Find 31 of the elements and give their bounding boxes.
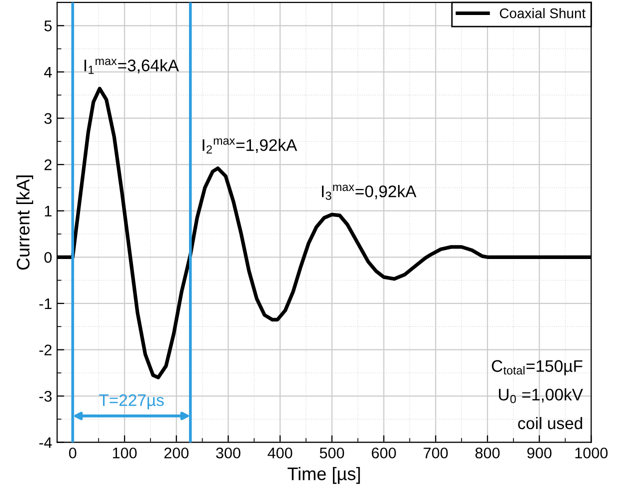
y-tick-label: -3 xyxy=(39,390,52,402)
y-tick-label: -1 xyxy=(39,298,52,309)
y-tick-label: 2 xyxy=(44,159,52,170)
y-tick-label: 5 xyxy=(44,20,52,32)
x-tick-label: 1000 xyxy=(575,448,608,458)
x-tick-label: 900 xyxy=(527,448,552,458)
y-tick-label: -2 xyxy=(39,344,52,356)
legend-label: Coaxial Shunt xyxy=(500,8,586,18)
x-tick-label: 400 xyxy=(268,448,292,458)
annotation: U$_{0}$ =1,00kV xyxy=(498,388,583,404)
annotation: I$_{2}$$^{max}$=1,92kA xyxy=(202,138,298,154)
x-tick-label: 100 xyxy=(112,448,137,458)
x-tick-label: 300 xyxy=(216,448,240,458)
x-axis-title: Time [µs] xyxy=(288,466,360,484)
y-tick-label: 0 xyxy=(44,252,52,263)
x-tick-label: 500 xyxy=(320,448,344,458)
x-tick-label: 700 xyxy=(424,448,448,458)
annotation: coil used xyxy=(518,416,582,430)
annotation: I$_{3}$$^{max}$=0,92kA xyxy=(322,184,416,200)
y-tick-label: 4 xyxy=(44,66,52,78)
y-tick-label: 3 xyxy=(44,113,52,124)
y-tick-label: 1 xyxy=(44,206,52,216)
x-tick-label: 800 xyxy=(475,448,500,458)
y-tick-label: -4 xyxy=(39,437,52,448)
x-tick-label: 200 xyxy=(164,448,189,458)
x-tick-label: 0 xyxy=(69,448,76,458)
y-axis-title: Current [kA] xyxy=(16,176,34,270)
annotation: C$_{total}$=150µF xyxy=(492,360,582,376)
annotation: T=227µs xyxy=(99,394,164,410)
x-tick-label: 600 xyxy=(372,448,396,458)
annotation: I$_{1}$$^{max}$=3,64kA xyxy=(84,58,179,74)
